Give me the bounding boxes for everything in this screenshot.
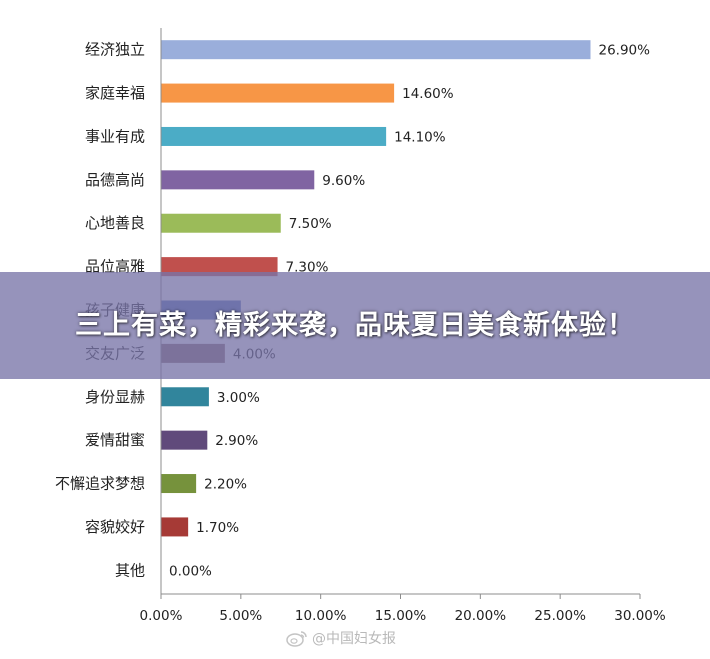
data-label: 26.90%: [599, 43, 651, 59]
data-label: 7.50%: [289, 216, 332, 232]
x-tick-label: 0.00%: [140, 608, 183, 624]
data-label: 14.10%: [394, 129, 446, 145]
bar: [161, 430, 208, 450]
bar: [161, 170, 315, 190]
data-label: 2.20%: [204, 477, 247, 493]
category-label: 身份显赫: [85, 388, 145, 406]
data-label: 0.00%: [169, 563, 212, 579]
category-label: 品位高雅: [85, 258, 145, 276]
bar: [161, 387, 209, 407]
headline-banner: 三上有菜，精彩来袭，品味夏日美食新体验！: [0, 272, 710, 379]
category-label: 不懈追求梦想: [55, 475, 145, 493]
data-label: 7.30%: [286, 260, 329, 276]
category-label: 容貌姣好: [85, 518, 145, 536]
bar: [161, 257, 278, 277]
category-label: 经济独立: [85, 41, 145, 59]
watermark-text: @中国妇女报: [312, 631, 396, 647]
data-label: 14.60%: [402, 86, 454, 102]
category-label: 家庭幸福: [85, 84, 145, 102]
data-label: 3.00%: [217, 390, 260, 406]
data-label: 1.70%: [196, 520, 239, 536]
x-tick-label: 30.00%: [614, 608, 666, 624]
watermark: @中国妇女报: [286, 626, 396, 650]
x-tick-label: 15.00%: [375, 608, 427, 624]
x-tick-label: 5.00%: [219, 608, 262, 624]
data-label: 2.90%: [215, 433, 258, 449]
category-label: 其他: [115, 561, 145, 579]
bar: [161, 213, 281, 233]
x-tick-label: 25.00%: [534, 608, 586, 624]
headline-text: 三上有菜，精彩来袭，品味夏日美食新体验！: [75, 309, 635, 341]
category-label: 事业有成: [85, 127, 145, 145]
category-label: 品德高尚: [85, 171, 145, 189]
x-tick-label: 20.00%: [455, 608, 507, 624]
bar: [161, 517, 189, 537]
category-label: 爱情甜蜜: [85, 431, 145, 449]
x-tick-label: 10.00%: [295, 608, 347, 624]
bar: [161, 40, 591, 60]
data-label: 9.60%: [322, 173, 365, 189]
weibo-icon: [286, 631, 307, 647]
bar: [161, 126, 387, 146]
category-label: 心地善良: [85, 214, 145, 232]
bar: [161, 474, 197, 494]
bar: [161, 83, 395, 103]
